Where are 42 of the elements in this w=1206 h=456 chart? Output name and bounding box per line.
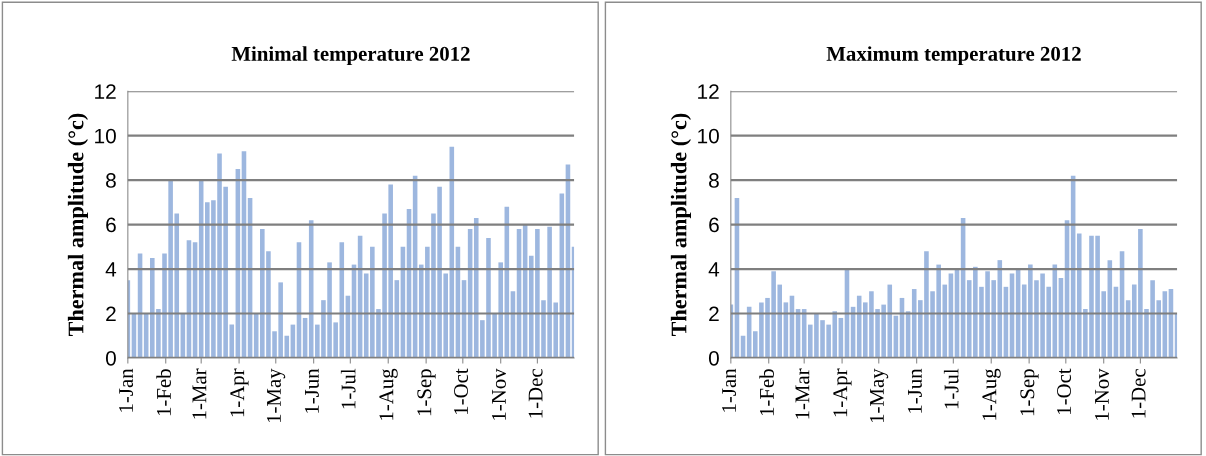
x-tick-label: 1-Apr [230,368,249,417]
x-tick-label: 1-Oct [454,368,469,414]
x-tick-label: 1-Jun [907,368,922,413]
y-tick-label: 4 [105,262,117,277]
x-tick-label: 1-Aug [379,368,398,420]
y-tick-label: 8 [106,173,116,188]
y-tick-label: 10 [698,128,719,144]
x-tick-label: 1-Aug [982,368,1001,420]
x-tick-label: 1-Feb [156,369,171,416]
chart-title: Minimal temperature 2012 [231,46,470,66]
y-tick-label: 4 [708,262,720,277]
y-axis-title: Thermal amplitude (°c) [670,113,691,337]
x-tick-label: 1-Dec [1131,369,1146,418]
x-tick-label: 1-Mar [795,368,810,419]
x-tick-label: 1-Jan [119,368,134,412]
x-tick-label: 1-Sep [1020,369,1039,416]
x-tick-label: 1-May [869,368,889,423]
x-tick-label: 1-May [266,368,286,423]
y-tick-label: 6 [709,217,719,233]
y-tick-label: 2 [106,306,116,322]
x-tick-label: 1-Oct [1057,368,1072,414]
x-tick-label: 1-Feb [759,369,774,416]
x-tick-label: 1-Mar [192,368,207,419]
y-tick-label: 0 [708,350,719,366]
x-tick-label: 1-Apr [833,368,852,417]
x-tick-label: 1-Jul [340,368,356,409]
y-tick-label: 0 [105,350,116,366]
x-tick-label: 1-Sep [417,369,436,416]
x-tick-label: 1-Dec [528,369,543,418]
y-tick-label: 6 [106,217,116,233]
y-tick-label: 12 [95,84,116,99]
x-tick-label: 1-Jun [304,368,319,413]
y-axis-title: Thermal amplitude (°c) [67,113,88,337]
y-tick-label: 2 [709,306,719,322]
chart-title: Maximum temperature 2012 [826,46,1081,66]
x-tick-label: 1-Jan [722,368,737,412]
y-tick-label: 10 [95,128,116,144]
y-tick-label: 12 [698,84,719,99]
x-tick-label: 1-Jul [943,368,959,409]
y-tick-label: 8 [709,173,719,188]
x-tick-label: 1-Nov [491,368,506,420]
x-tick-label: 1-Nov [1094,368,1109,420]
